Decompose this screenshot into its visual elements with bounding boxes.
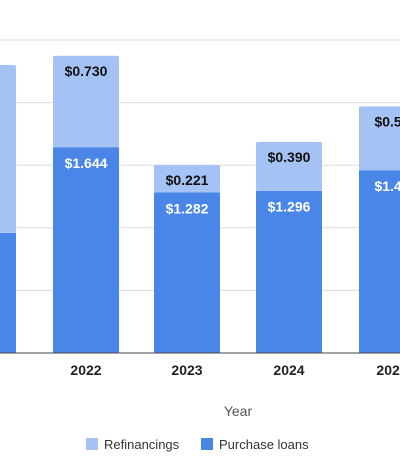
data-labels: 00$1.644$0.730$1.282$0.221$1.296$0.390$1… xyxy=(65,63,400,217)
x-tick-label-2023: 2023 xyxy=(171,362,202,378)
data-label-purchase-2024: $1.296 xyxy=(268,199,311,215)
data-label-purchase-2022: $1.644 xyxy=(65,155,108,171)
legend-label-refinancings: Refinancings xyxy=(104,437,180,452)
bars xyxy=(0,55,400,353)
bar-refinancings-2023 xyxy=(154,164,220,193)
data-label-refinancings-2023: $0.221 xyxy=(166,172,209,188)
bar-purchase-loans-2024 xyxy=(256,190,322,353)
bar-purchase-loans-2023 xyxy=(154,192,220,353)
x-axis-title: Year xyxy=(224,403,253,419)
legend: Refinancings Purchase loans xyxy=(86,437,309,452)
data-label-purchase-2023: $1.282 xyxy=(166,200,209,216)
data-label-refinancings-2024: $0.390 xyxy=(268,149,311,165)
bar-refinancings-2022 xyxy=(53,55,119,148)
data-label-purchase-2025: $1.46 xyxy=(374,178,400,194)
data-label-refinancings-2025: $0.51 xyxy=(374,113,400,129)
bar-purchase-loans-2022 xyxy=(53,147,119,353)
bar-refinancings-2025 xyxy=(359,106,400,171)
x-tick-labels: 2022 2023 2024 2025 xyxy=(70,362,400,378)
bar-refinancings-2021 xyxy=(0,65,16,233)
data-label-refinancings-2022: $0.730 xyxy=(65,63,108,79)
x-tick-label-2024: 2024 xyxy=(273,362,304,378)
bar-purchase-loans-2025 xyxy=(359,170,400,353)
x-tick-label-2025: 2025 xyxy=(376,362,400,378)
legend-swatch-refinancings xyxy=(86,438,98,450)
bar-refinancings-2024 xyxy=(256,141,322,191)
legend-label-purchase-loans: Purchase loans xyxy=(219,437,309,452)
legend-swatch-purchase-loans xyxy=(201,438,213,450)
bar-purchase-loans-2021 xyxy=(0,232,16,353)
x-tick-label-2022: 2022 xyxy=(70,362,101,378)
